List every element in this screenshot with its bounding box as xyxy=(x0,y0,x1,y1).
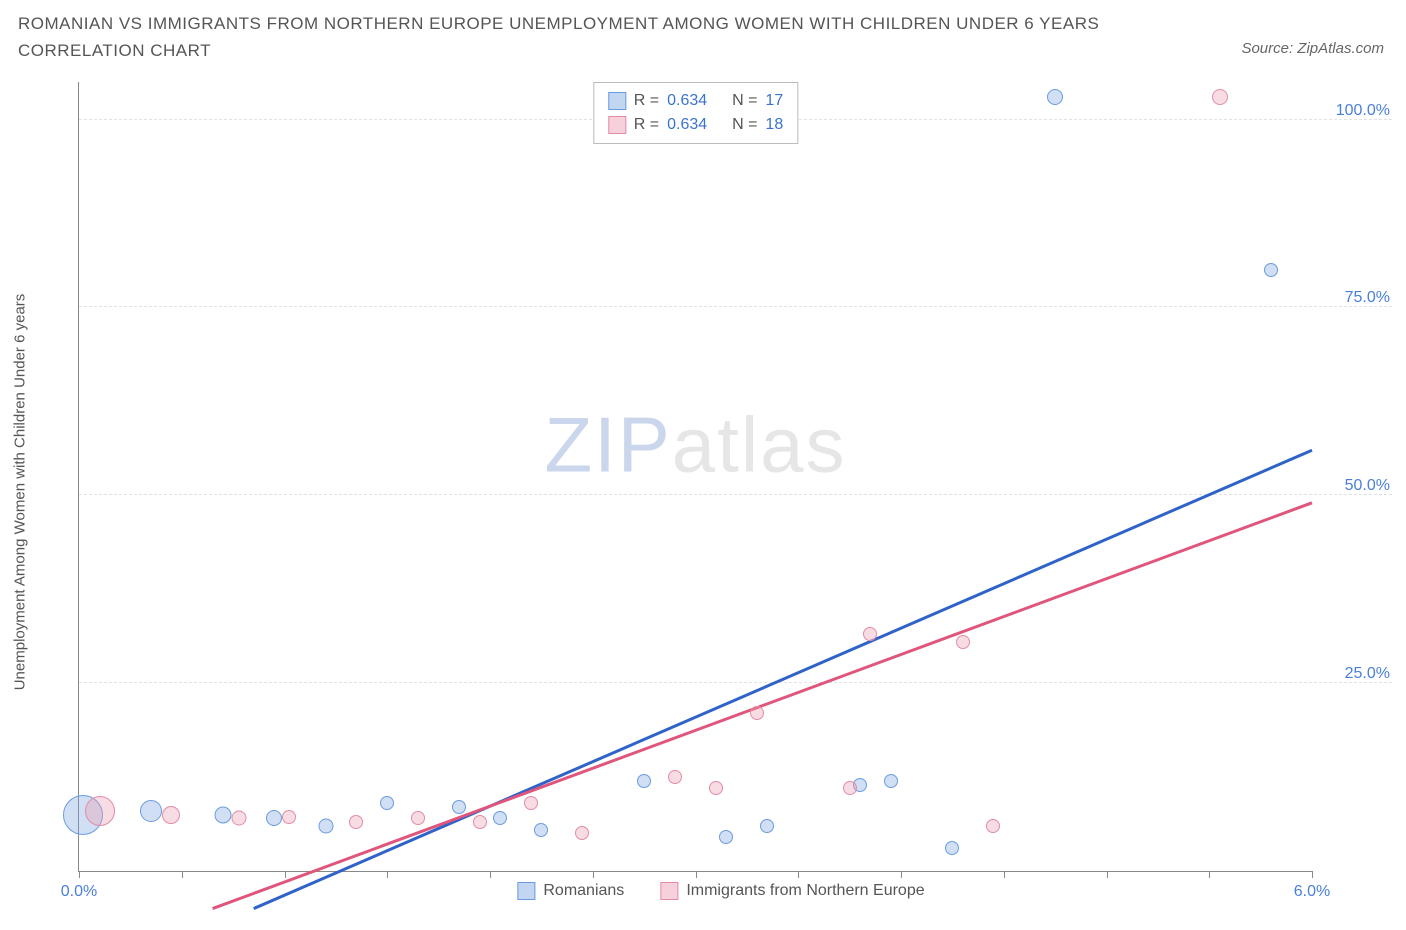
data-point xyxy=(1264,263,1278,277)
swatch-icon xyxy=(608,116,626,134)
data-point xyxy=(85,796,115,826)
x-tick xyxy=(593,871,594,878)
data-point xyxy=(266,810,282,826)
data-point xyxy=(318,818,333,833)
data-point xyxy=(668,770,682,784)
x-tick xyxy=(1312,871,1313,878)
legend-item-immigrants: Immigrants from Northern Europe xyxy=(660,882,924,900)
trend-lines xyxy=(79,82,1312,871)
series-legend: Romanians Immigrants from Northern Europ… xyxy=(517,882,924,900)
data-point xyxy=(162,806,180,824)
data-point xyxy=(214,806,231,823)
legend-item-romanians: Romanians xyxy=(517,882,624,900)
y-tick-label: 75.0% xyxy=(1345,289,1390,307)
swatch-icon xyxy=(608,92,626,110)
data-point xyxy=(534,823,548,837)
x-tick xyxy=(1209,871,1210,878)
gridline xyxy=(79,306,1392,307)
data-point xyxy=(575,826,589,840)
legend-row-romanians: R = 0.634 N = 17 xyxy=(608,89,783,113)
data-point xyxy=(1047,89,1063,105)
watermark: ZIPatlas xyxy=(544,399,846,490)
x-tick xyxy=(1107,871,1108,878)
gridline xyxy=(79,494,1392,495)
y-axis-label: Unemployment Among Women with Children U… xyxy=(12,294,29,691)
data-point xyxy=(637,774,651,788)
data-point xyxy=(473,815,487,829)
data-point xyxy=(452,800,466,814)
data-point xyxy=(411,811,425,825)
x-tick xyxy=(1004,871,1005,878)
data-point xyxy=(349,815,363,829)
data-point xyxy=(945,841,959,855)
x-tick xyxy=(901,871,902,878)
chart-title-line1: ROMANIAN VS IMMIGRANTS FROM NORTHERN EUR… xyxy=(18,10,1388,37)
data-point xyxy=(956,635,970,649)
data-point xyxy=(282,810,296,824)
data-point xyxy=(232,811,247,826)
swatch-icon xyxy=(517,882,535,900)
source-attribution: Source: ZipAtlas.com xyxy=(1241,40,1384,57)
correlation-legend: R = 0.634 N = 17 R = 0.634 N = 18 xyxy=(593,82,798,144)
data-point xyxy=(750,706,764,720)
data-point xyxy=(140,800,162,822)
data-point xyxy=(1212,89,1228,105)
data-point xyxy=(493,811,507,825)
chart-title-line2: CORRELATION CHART xyxy=(18,37,1388,64)
data-point xyxy=(380,796,394,810)
plot-area: ZIPatlas R = 0.634 N = 17 R = 0.634 N = … xyxy=(78,82,1312,872)
data-point xyxy=(986,819,1000,833)
data-point xyxy=(719,830,733,844)
x-tick xyxy=(696,871,697,878)
data-point xyxy=(843,781,857,795)
x-tick xyxy=(285,871,286,878)
data-point xyxy=(709,781,723,795)
y-tick-label: 25.0% xyxy=(1345,665,1390,683)
y-tick-label: 50.0% xyxy=(1345,477,1390,495)
x-tick xyxy=(182,871,183,878)
x-tick-label: 0.0% xyxy=(61,883,97,901)
x-tick xyxy=(387,871,388,878)
data-point xyxy=(760,819,774,833)
gridline xyxy=(79,682,1392,683)
x-tick-label: 6.0% xyxy=(1294,883,1330,901)
y-tick-label: 100.0% xyxy=(1336,102,1390,120)
data-point xyxy=(884,774,898,788)
x-tick xyxy=(490,871,491,878)
legend-row-immigrants: R = 0.634 N = 18 xyxy=(608,113,783,137)
x-tick xyxy=(798,871,799,878)
x-tick xyxy=(79,871,80,878)
swatch-icon xyxy=(660,882,678,900)
data-point xyxy=(524,796,538,810)
data-point xyxy=(863,627,877,641)
correlation-chart: Unemployment Among Women with Children U… xyxy=(50,82,1392,902)
